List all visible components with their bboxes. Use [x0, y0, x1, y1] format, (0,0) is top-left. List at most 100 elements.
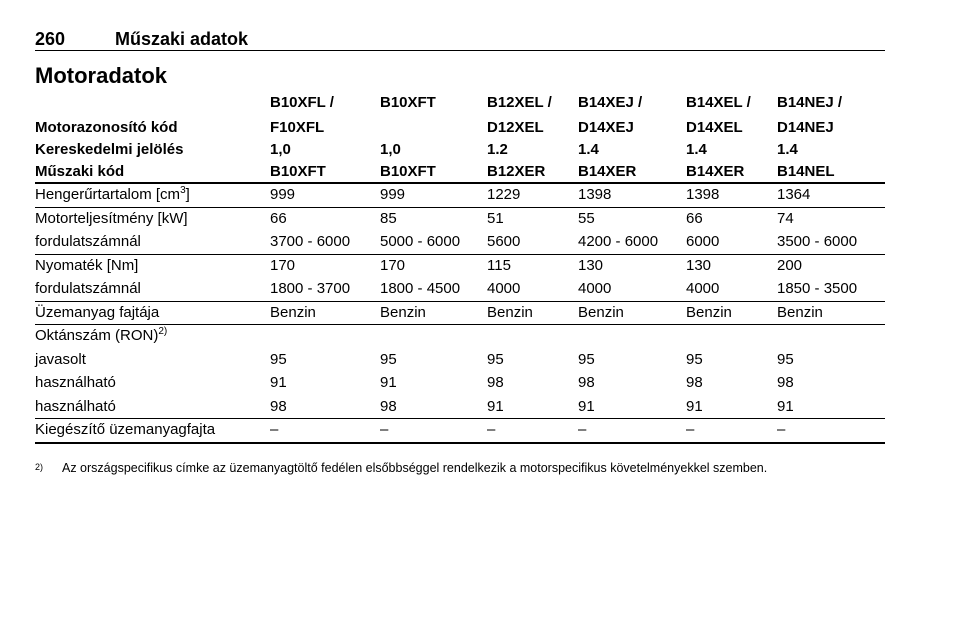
- label-text: Üzemanyag fajtája: [35, 303, 160, 321]
- cell: 66: [270, 209, 287, 227]
- row-label: Üzemanyag fajtája: [35, 304, 159, 322]
- cell: 6000: [686, 233, 720, 250]
- head-cell: 1,0: [380, 141, 401, 158]
- cell: 74: [777, 209, 794, 227]
- cell: 5000 - 6000: [380, 233, 461, 250]
- label-text: fordulatszámnál: [35, 233, 141, 250]
- cell: 95: [380, 350, 397, 368]
- head-cell: B14XER: [578, 163, 637, 180]
- superscript: 2): [158, 326, 168, 337]
- cell: Benzin: [270, 303, 316, 321]
- footnote-marker: 2): [35, 462, 44, 472]
- head-cell: 1.2: [487, 141, 508, 158]
- cell: 1800 - 4500: [380, 280, 461, 297]
- cell: 115: [487, 256, 511, 274]
- head-cell: B14XEL /: [686, 94, 751, 111]
- cell: 91: [380, 374, 397, 391]
- head-cell: D12XEL: [487, 119, 544, 136]
- label-text: Hengerűrtartalom [cm: [35, 186, 181, 203]
- cell: Benzin: [487, 303, 533, 321]
- head-cell: B14NEJ /: [777, 94, 843, 111]
- table-rule: [35, 418, 885, 419]
- cell: 999: [380, 186, 406, 203]
- cell: 51: [487, 209, 504, 227]
- cell: 1398: [686, 186, 720, 203]
- page-number: 260: [35, 29, 66, 49]
- cell: 95: [578, 350, 595, 368]
- row-label: Motorteljesítmény [kW]: [35, 210, 188, 228]
- cell: 4000: [487, 280, 521, 297]
- table-rule: [35, 324, 885, 325]
- label-text: Nyomaték [Nm]: [35, 256, 139, 274]
- cell: 91: [578, 397, 595, 415]
- head-cell: B14NEL: [777, 163, 835, 180]
- cell: 98: [777, 374, 794, 391]
- head-cell: B14XER: [686, 163, 745, 180]
- cell: 3700 - 6000: [270, 233, 351, 250]
- cell: 98: [686, 374, 703, 391]
- row-label: használható: [35, 374, 116, 392]
- head-label: Műszaki kód: [35, 163, 125, 180]
- cell: 3500 - 6000: [777, 233, 858, 250]
- cell: 4000: [686, 280, 720, 297]
- cell: 98: [380, 397, 397, 415]
- cell: 130: [578, 256, 604, 274]
- cell: Benzin: [380, 303, 426, 321]
- head-label: Kereskedelmi jelölés: [35, 141, 184, 158]
- head-cell: 1.4: [777, 141, 798, 158]
- cell: 95: [487, 350, 504, 368]
- head-cell: B10XFL /: [270, 94, 334, 111]
- table-rule: [35, 254, 885, 255]
- cell: 91: [270, 374, 287, 391]
- table-rule: [35, 301, 885, 302]
- cell: 1850 - 3500: [777, 280, 858, 297]
- cell: 95: [270, 350, 287, 368]
- section-title: Motoradatok: [35, 63, 167, 88]
- cell: 91: [487, 397, 504, 415]
- cell: Benzin: [578, 303, 624, 321]
- cell: –: [270, 421, 279, 438]
- cell: 170: [380, 256, 406, 274]
- cell: Benzin: [686, 303, 732, 321]
- row-label: fordulatszámnál: [35, 280, 141, 298]
- cell: 91: [777, 397, 794, 415]
- label-text: fordulatszámnál: [35, 280, 141, 297]
- head-cell: D14XEJ: [578, 119, 634, 136]
- superscript: 3: [180, 185, 186, 196]
- cell: Benzin: [777, 303, 823, 321]
- cell: 95: [686, 350, 703, 368]
- cell: 130: [686, 256, 712, 274]
- label-text: Oktánszám (RON): [35, 327, 159, 344]
- row-label: Hengerűrtartalom [cm3]: [35, 186, 190, 204]
- row-label: Nyomaték [Nm]: [35, 257, 138, 275]
- cell: 98: [578, 374, 595, 391]
- cell: 98: [487, 374, 504, 391]
- head-cell: B14XEJ /: [578, 94, 643, 111]
- cell: 4200 - 6000: [578, 233, 659, 250]
- cell: –: [487, 421, 496, 438]
- cell: 66: [686, 209, 703, 227]
- cell: –: [777, 421, 786, 438]
- head-label: Motorazonosító kód: [35, 119, 178, 136]
- cell: 1800 - 3700: [270, 280, 351, 297]
- cell: 1229: [487, 186, 521, 203]
- page-title: Műszaki adatok: [115, 29, 249, 49]
- cell: 98: [270, 397, 287, 415]
- cell: –: [686, 421, 695, 438]
- cell: –: [578, 421, 587, 438]
- label-text: használható: [35, 397, 116, 415]
- cell: 55: [578, 209, 595, 227]
- cell: 91: [686, 397, 703, 415]
- head-cell: F10XFL: [270, 119, 325, 136]
- row-label: Oktánszám (RON)2): [35, 327, 167, 345]
- row-label: javasolt: [35, 351, 86, 369]
- head-cell: 1,0: [270, 141, 291, 158]
- head-cell: B10XFT: [270, 163, 326, 180]
- label-text: ]: [185, 186, 190, 203]
- head-cell: D14XEL: [686, 119, 743, 136]
- row-label: Kiegészítő üzemanyagfajta: [35, 421, 215, 439]
- head-cell: D14NEJ: [777, 119, 834, 136]
- cell: 170: [270, 256, 296, 274]
- row-label: fordulatszámnál: [35, 233, 141, 251]
